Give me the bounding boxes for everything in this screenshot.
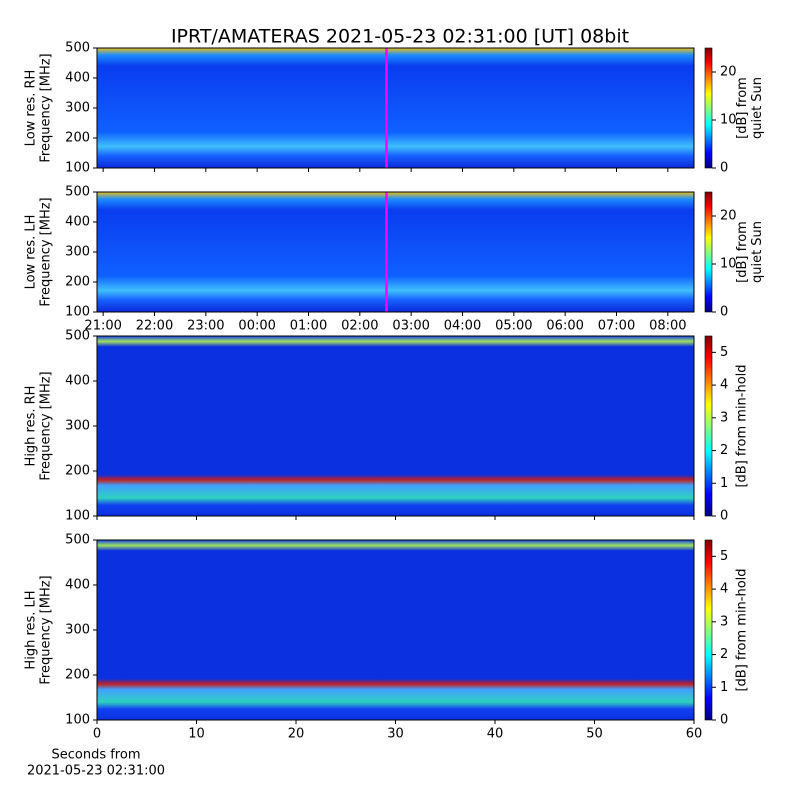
x-tick-label: 02:00: [341, 319, 378, 334]
colorbar-tick-label: 10: [720, 113, 737, 128]
x-tick-label: 20: [288, 727, 305, 742]
colorbar-tick-label: 10: [720, 257, 737, 272]
colorbar-label: quiet Sun: [750, 221, 765, 283]
colorbar-label: [dB] from: [735, 221, 750, 283]
colorbar-tick-label: 0: [720, 713, 728, 728]
x-tick-label: 06:00: [546, 319, 583, 334]
x-axis-label: Seconds from: [51, 748, 140, 763]
y-tick-label: 400: [65, 215, 90, 230]
colorbar-tick-label: 2: [720, 443, 728, 458]
x-tick-label: 08:00: [649, 319, 686, 334]
y-tick-label: 200: [65, 131, 90, 146]
colorbar-tick-label: 3: [720, 410, 728, 425]
figure-title: IPRT/AMATERAS 2021-05-23 02:31:00 [UT] 0…: [171, 26, 629, 48]
y-axis-label: Low res. RH: [24, 70, 39, 147]
colorbar-tick-label: 20: [720, 65, 737, 80]
y-axis-label: Frequency [MHz]: [39, 197, 54, 306]
colorbar: [704, 539, 713, 721]
y-tick-label: 300: [65, 623, 90, 638]
y-tick-label: 400: [65, 578, 90, 593]
colorbar-tick-label: 5: [720, 549, 728, 564]
y-tick-label: 500: [65, 533, 90, 548]
x-tick-label: 01:00: [290, 319, 327, 334]
colorbar-tick-label: 2: [720, 647, 728, 662]
y-axis-label: High res. RH: [24, 386, 39, 467]
y-axis-label: Frequency [MHz]: [39, 53, 54, 162]
x-tick-label: 30: [387, 727, 404, 742]
x-tick-label: 00:00: [238, 319, 275, 334]
y-tick-label: 300: [65, 419, 90, 434]
y-tick-label: 500: [65, 185, 90, 200]
x-tick-label: 60: [686, 727, 703, 742]
colorbar-tick-label: 20: [720, 209, 737, 224]
y-tick-label: 100: [65, 161, 90, 176]
colorbar-tick-label: 0: [720, 509, 728, 524]
colorbar-tick-label: 1: [720, 476, 728, 491]
y-tick-label: 400: [65, 374, 90, 389]
colorbar: [704, 191, 713, 313]
colorbar-tick-label: 4: [720, 378, 728, 393]
colorbar-label: [dB] from: [735, 77, 750, 139]
x-tick-label: 21:00: [84, 319, 121, 334]
x-tick-label: 22:00: [136, 319, 173, 334]
x-tick-label: 23:00: [187, 319, 224, 334]
y-tick-label: 100: [65, 713, 90, 728]
x-tick-label: 07:00: [598, 319, 635, 334]
colorbar-tick-label: 5: [720, 345, 728, 360]
colorbar-tick-label: 0: [720, 161, 728, 176]
colorbar-label: quiet Sun: [750, 77, 765, 139]
y-tick-label: 500: [65, 41, 90, 56]
x-tick-label: 10: [188, 727, 205, 742]
y-tick-label: 200: [65, 464, 90, 479]
y-tick-label: 200: [65, 668, 90, 683]
y-axis-label: Frequency [MHz]: [39, 371, 54, 480]
x-tick-label: 50: [586, 727, 603, 742]
y-tick-label: 400: [65, 71, 90, 86]
x-tick-label: 40: [487, 727, 504, 742]
x-axis-label: 2021-05-23 02:31:00: [27, 764, 165, 779]
colorbar: [704, 47, 713, 169]
colorbar-tick-label: 1: [720, 680, 728, 695]
spectrogram-image: [97, 336, 694, 516]
y-tick-label: 500: [65, 329, 90, 344]
y-tick-label: 300: [65, 101, 90, 116]
x-tick-label: 04:00: [444, 319, 481, 334]
colorbar-tick-label: 0: [720, 305, 728, 320]
colorbar-label: [dB] from min-hold: [735, 364, 750, 487]
colorbar-label: [dB] from min-hold: [735, 568, 750, 691]
colorbar: [704, 335, 713, 517]
x-tick-label: 0: [93, 727, 101, 742]
spectrogram-image: [97, 540, 694, 720]
y-axis-label: Low res. LH: [24, 215, 39, 290]
y-tick-label: 100: [65, 509, 90, 524]
x-tick-label: 03:00: [392, 319, 429, 334]
colorbar-tick-label: 4: [720, 582, 728, 597]
x-tick-label: 05:00: [495, 319, 532, 334]
y-tick-label: 300: [65, 245, 90, 260]
y-tick-label: 200: [65, 275, 90, 290]
colorbar-tick-label: 3: [720, 614, 728, 629]
y-axis-label: Frequency [MHz]: [39, 575, 54, 684]
spectrogram-image: [97, 48, 694, 168]
y-axis-label: High res. LH: [24, 590, 39, 669]
spectrogram-image: [97, 192, 694, 312]
y-tick-label: 100: [65, 305, 90, 320]
